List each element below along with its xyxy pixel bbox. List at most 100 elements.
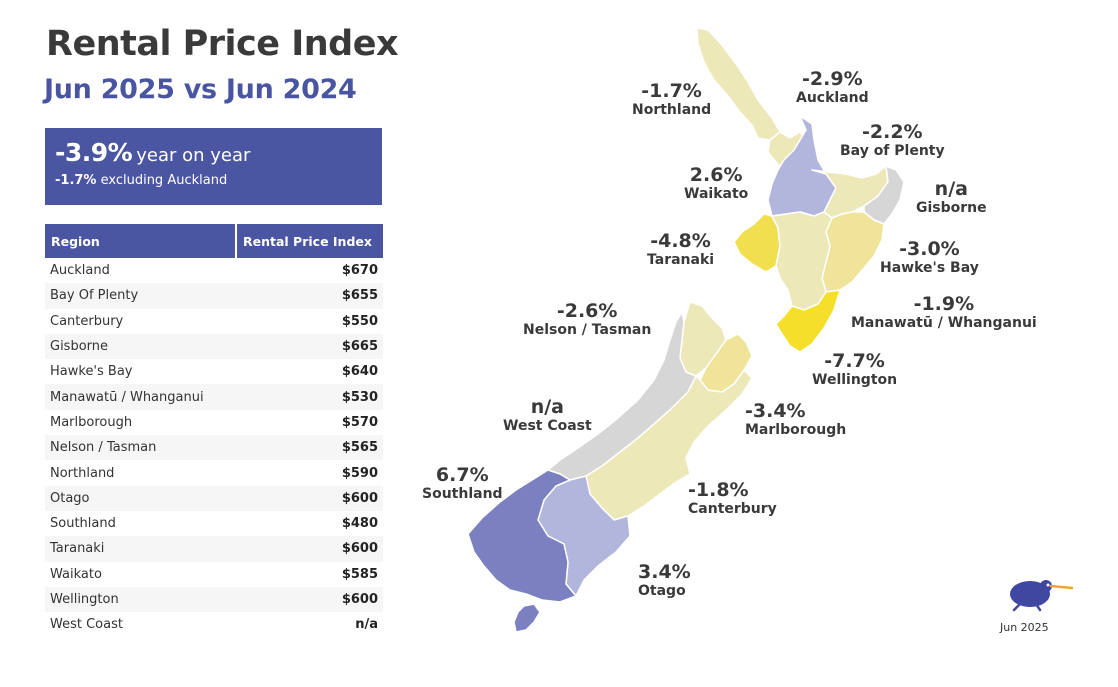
region-wellington[interactable] (775, 289, 841, 353)
label-southland: 6.7% Southland (422, 464, 503, 503)
table-header-row: Region Rental Price Index (45, 224, 383, 258)
index-cell: $550 (341, 313, 378, 329)
auckland-name: Auckland (796, 90, 869, 106)
hawkes-bay-pct: -3.0% (899, 238, 960, 260)
auckland-pct: -2.9% (802, 68, 863, 90)
index-cell: n/a (355, 617, 378, 633)
label-hawkes-bay: -3.0% Hawke's Bay (880, 238, 979, 277)
region-cell: Hawke's Bay (50, 364, 133, 380)
index-cell: $600 (236, 586, 383, 613)
region-southland[interactable] (467, 469, 577, 603)
region-cell: Waikato (50, 566, 102, 582)
table-row: Canterbury $550 (45, 309, 383, 334)
region-taranaki[interactable] (733, 213, 781, 273)
waikato-name: Waikato (684, 186, 749, 202)
west-coast-pct: n/a (530, 396, 564, 418)
manawatu-pct: -1.9% (913, 293, 975, 315)
label-bay-of-plenty: -2.2% Bay of Plenty (840, 121, 945, 160)
table-row: Wellington $600 (45, 586, 383, 613)
table-row: Bay Of Plenty $655 (45, 283, 383, 309)
kpi-value: -3.9% (55, 138, 133, 167)
label-taranaki: -4.8% Taranaki (647, 230, 714, 269)
index-cell: $590 (341, 465, 378, 481)
index-cell: $665 (236, 333, 383, 360)
table-row: Taranaki $600 (45, 536, 383, 562)
table-row: Northland $590 (45, 460, 383, 485)
nelson-tasman-name: Nelson / Tasman (523, 322, 652, 338)
manawatu-name: Manawatū / Whanganui (851, 315, 1037, 331)
table-row: Gisborne $665 (45, 333, 383, 360)
northland-pct: -1.7% (641, 80, 702, 102)
region-cell: Gisborne (45, 333, 236, 360)
gisborne-name: Gisborne (916, 200, 987, 216)
bay-of-plenty-pct: -2.2% (862, 121, 923, 143)
canterbury-name: Canterbury (688, 501, 777, 517)
kiwi-bird-icon (1010, 580, 1074, 612)
kpi-secondary-value: -1.7% (55, 173, 97, 188)
index-cell: $570 (341, 414, 378, 430)
region-canterbury[interactable] (585, 369, 753, 521)
page-subtitle: Jun 2025 vs Jun 2024 (44, 74, 357, 105)
label-auckland: -2.9% Auckland (796, 68, 869, 107)
region-cell: Marlborough (50, 414, 133, 430)
wellington-pct: -7.7% (824, 350, 885, 372)
region-cell: Taranaki (45, 536, 236, 562)
taranaki-pct: -4.8% (650, 230, 711, 252)
label-canterbury: -1.8% Canterbury (688, 479, 777, 518)
taranaki-name: Taranaki (647, 252, 715, 268)
region-cell: Southland (50, 516, 116, 532)
table-row: Southland $480 (45, 511, 383, 536)
table-row: Otago $600 (45, 485, 383, 511)
waikato-pct: 2.6% (689, 164, 743, 186)
wellington-name: Wellington (812, 372, 898, 388)
region-hawkes-bay[interactable] (821, 211, 885, 293)
otago-name: Otago (638, 583, 686, 599)
region-cell: Manawatū / Whanganui (45, 384, 236, 410)
southland-name: Southland (422, 486, 503, 502)
table-row: Auckland $670 (45, 258, 383, 283)
table-row: Waikato $585 (45, 562, 383, 587)
southland-pct: 6.7% (435, 464, 489, 486)
index-cell: $565 (236, 435, 383, 461)
table-row: West Coast n/a (45, 612, 383, 637)
rental-index-table: Region Rental Price Index Auckland $670 B… (45, 224, 383, 637)
kpi-secondary-suffix: excluding Auckland (100, 173, 228, 188)
otago-pct: 3.4% (638, 561, 691, 583)
nelson-tasman-pct: -2.6% (556, 300, 618, 322)
region-cell: Bay Of Plenty (45, 283, 236, 309)
table-row: Marlborough $570 (45, 410, 383, 435)
kpi-card: -3.9% year on year -1.7% excluding Auckla… (45, 128, 382, 205)
label-waikato: 2.6% Waikato (684, 164, 748, 203)
region-manawatu-whanganui[interactable] (771, 211, 833, 311)
region-cell: West Coast (50, 617, 123, 633)
region-stewart-island[interactable] (513, 603, 541, 633)
index-cell: $670 (341, 263, 378, 279)
label-nelson-tasman: -2.6% Nelson / Tasman (523, 300, 651, 339)
column-header-region[interactable]: Region (45, 224, 237, 258)
canterbury-pct: -1.8% (688, 479, 749, 501)
page-title: Rental Price Index (46, 24, 399, 64)
index-cell: $530 (236, 384, 383, 410)
label-wellington: -7.7% Wellington (812, 350, 897, 389)
northland-name: Northland (632, 102, 712, 118)
region-cell: Northland (50, 465, 115, 481)
index-cell: $585 (341, 566, 378, 582)
marlborough-pct: -3.4% (745, 400, 806, 422)
table-row: Manawatū / Whanganui $530 (45, 384, 383, 410)
gisborne-pct: n/a (934, 178, 968, 200)
table-row: Nelson / Tasman $565 (45, 435, 383, 461)
region-cell: Otago (45, 485, 236, 511)
hawkes-bay-name: Hawke's Bay (880, 260, 979, 276)
index-cell: $480 (341, 516, 378, 532)
label-marlborough: -3.4% Marlborough (745, 400, 846, 439)
region-cell: Wellington (45, 586, 236, 613)
region-cell: Auckland (50, 263, 110, 279)
column-header-index[interactable]: Rental Price Index (236, 224, 383, 258)
label-gisborne: n/a Gisborne (916, 178, 987, 217)
region-cell: Nelson / Tasman (45, 435, 236, 461)
label-west-coast: n/a West Coast (503, 396, 592, 435)
marlborough-name: Marlborough (745, 422, 847, 438)
label-northland: -1.7% Northland (632, 80, 711, 119)
label-manawatu-whanganui: -1.9% Manawatū / Whanganui (851, 293, 1037, 332)
